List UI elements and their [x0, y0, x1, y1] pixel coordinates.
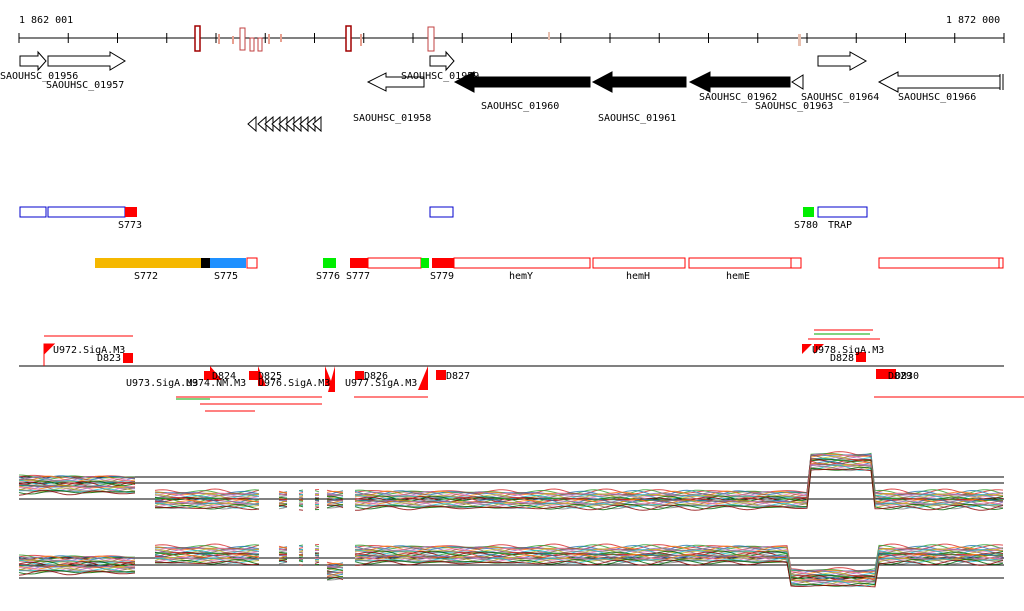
- segment-label: S779: [430, 271, 454, 282]
- regulatory-label: U978.SigA.M3: [812, 345, 884, 356]
- repeat-chevrons: [247, 115, 322, 133]
- regulatory-label: U977.SigA.M3: [345, 378, 417, 389]
- segment-track-1: S773 S780 TRAP: [19, 206, 868, 231]
- segment-label: S773: [118, 220, 142, 231]
- regulatory-label: D828: [830, 353, 854, 364]
- segment-label: S777: [346, 271, 370, 282]
- gene-label: SAOUHSC_01959: [401, 71, 479, 82]
- gene-label: SAOUHSC_01956: [0, 71, 78, 82]
- gene-arrow-01964[interactable]: [817, 51, 868, 71]
- ruler-feature-marks: [194, 25, 801, 52]
- gene-track: SAOUHSC_01956 SAOUHSC_01957 SAOUHSC_0195…: [0, 50, 1004, 133]
- gene-arrow-01962[interactable]: [688, 71, 791, 93]
- regulatory-label: U972.SigA.M3: [53, 345, 125, 356]
- ruler-start-label: 1 862 001: [19, 15, 73, 26]
- gene-label: SAOUHSC_01960: [481, 101, 559, 112]
- gene-arrow-01959[interactable]: [429, 50, 455, 72]
- regulatory-label: D829: [888, 371, 912, 382]
- gene-arrow-01958[interactable]: [366, 72, 425, 92]
- regulatory-label: U973.SigA.M3: [126, 378, 198, 389]
- expression-track-2: [18, 543, 1004, 588]
- segment-label: TRAP: [828, 220, 852, 231]
- gene-arrow-01960[interactable]: [453, 71, 591, 93]
- segment-label: S772: [134, 271, 158, 282]
- gene-arrow-01956[interactable]: [19, 50, 47, 72]
- segment-label: hemH: [626, 271, 650, 282]
- segment-label: hemE: [726, 271, 750, 282]
- regulatory-label: D826: [364, 371, 388, 382]
- gene-arrow-01966[interactable]: [877, 71, 1001, 93]
- segment-label: hemY: [509, 271, 533, 282]
- gene-label: SAOUHSC_01962: [699, 92, 777, 103]
- regulatory-label: D830: [895, 371, 919, 382]
- gene-label: SAOUHSC_01963: [755, 101, 833, 112]
- regulatory-label: D825: [258, 371, 282, 382]
- gene-label: SAOUHSC_01964: [801, 92, 879, 103]
- regulatory-label: D824: [212, 371, 236, 382]
- gene-arrow-01957[interactable]: [47, 51, 126, 71]
- gene-label: SAOUHSC_01966: [898, 92, 976, 103]
- gene-arrow-01963[interactable]: [791, 74, 804, 90]
- regulatory-label: U976.SigA.M3: [258, 378, 330, 389]
- gene-label: SAOUHSC_01961: [598, 113, 676, 124]
- ruler-end-label: 1 872 000: [946, 15, 1000, 26]
- segment-label: S776: [316, 271, 340, 282]
- expression-track-1: [18, 451, 1004, 511]
- segment-label: S775: [214, 271, 238, 282]
- gene-arrow-01961[interactable]: [591, 71, 687, 93]
- regulatory-track: U972.SigA.M3 D823 U973.SigA.M3 U974.NM.M…: [19, 329, 1024, 412]
- gene-label: SAOUHSC_01958: [353, 113, 431, 124]
- segment-label: S780: [794, 220, 818, 231]
- regulatory-label: D827: [446, 371, 470, 382]
- segment-track-2: S772 S775 S776 S777 S779 hemY hemH hemE: [95, 257, 1004, 282]
- coordinate-ruler: 1 862 001 1 872 000: [18, 15, 1005, 52]
- gene-label: SAOUHSC_01957: [46, 80, 124, 91]
- regulatory-label: U974.NM.M3: [186, 378, 246, 389]
- regulatory-label: D823: [97, 353, 121, 364]
